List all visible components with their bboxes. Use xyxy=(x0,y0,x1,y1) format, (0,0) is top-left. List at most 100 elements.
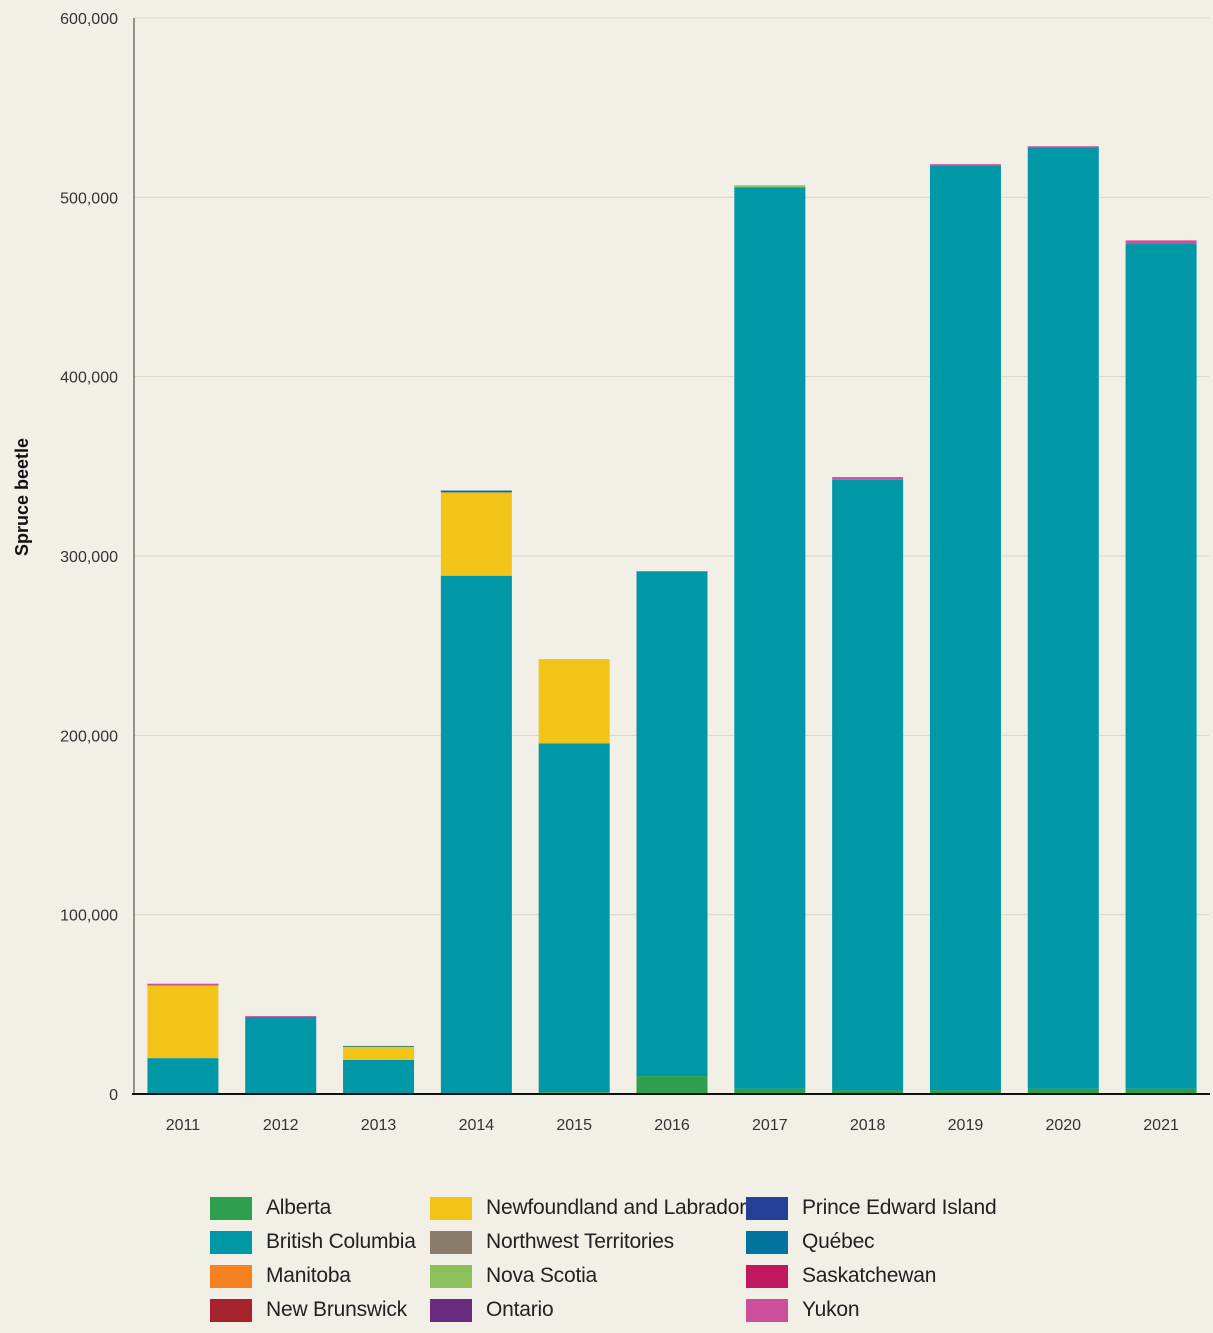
legend-swatch xyxy=(210,1264,252,1288)
bar-group-2012 xyxy=(245,1015,317,1094)
x-tick-labels: 2011 2012 2013 2014 2015 2016 2017 2018 2019 2020… xyxy=(166,1117,1179,1134)
x-tick-label: 2016 xyxy=(654,1117,690,1134)
legend-item-alberta: Alberta xyxy=(210,1196,430,1220)
x-tick-label: 2014 xyxy=(459,1117,495,1134)
legend-item-saskatchewan: Saskatchewan xyxy=(746,1264,1006,1288)
x-tick-label: 2013 xyxy=(361,1117,397,1134)
y-tick-labels: 0 100,000 200,000 300,000 400,000 500,000 600,… xyxy=(60,11,118,1104)
legend-label: Northwest Territories xyxy=(486,1230,674,1253)
bar-segment-2012-yukon xyxy=(245,1015,317,1017)
x-tick-label: 2020 xyxy=(1045,1117,1081,1134)
legend: Alberta Newfoundland and Labrador Prince E… xyxy=(210,1196,1030,1322)
x-tick-label: 2012 xyxy=(263,1117,299,1134)
bar-segment-2015-newfoundland-and-labrador xyxy=(538,659,610,744)
legend-label: New Brunswick xyxy=(266,1298,407,1321)
bar-segment-2017-nova-scotia xyxy=(734,185,806,188)
bars xyxy=(147,146,1197,1094)
bar-segment-2011-british-columbia xyxy=(147,1058,219,1094)
bar-segment-2018-alberta xyxy=(832,1090,904,1094)
bar-segment-2014-british-columbia xyxy=(440,575,512,1094)
y-tick-label: 300,000 xyxy=(60,549,118,566)
bar-segment-2017-british-columbia xyxy=(734,187,806,1089)
legend-item-prince-edward-island: Prince Edward Island xyxy=(746,1196,1006,1220)
legend-swatch xyxy=(430,1196,472,1220)
bar-segment-2019-british-columbia xyxy=(929,165,1001,1091)
y-tick-label: 400,000 xyxy=(60,370,118,387)
legend-label: Alberta xyxy=(266,1196,332,1219)
bar-segment-2021-yukon xyxy=(1125,240,1197,244)
x-tick-label: 2011 xyxy=(166,1117,201,1134)
legend-swatch xyxy=(210,1298,252,1322)
legend-swatch xyxy=(430,1264,472,1288)
y-axis-label: Spruce beetle xyxy=(12,438,32,556)
bar-segment-2014-prince-edward-island xyxy=(440,491,512,493)
axes xyxy=(132,18,1210,1095)
legend-swatch xyxy=(430,1298,472,1322)
bar-group-2014 xyxy=(440,490,512,1094)
bar-group-2018 xyxy=(832,477,904,1094)
x-tick-label: 2021 xyxy=(1143,1117,1179,1134)
legend-item-yukon: Yukon xyxy=(746,1298,1006,1322)
bar-segment-2019-alberta xyxy=(929,1090,1001,1094)
bar-segment-2021-alberta xyxy=(1125,1088,1197,1094)
legend-item-british-columbia: British Columbia xyxy=(210,1230,430,1254)
legend-item-ontario: Ontario xyxy=(430,1298,746,1322)
legend-label: British Columbia xyxy=(266,1230,416,1253)
bar-group-2016 xyxy=(636,571,708,1094)
bar-segment-2020-alberta xyxy=(1027,1088,1099,1094)
bar-segment-2011-yukon xyxy=(147,983,219,986)
bar-segment-2013-qu-bec xyxy=(343,1045,415,1047)
legend-item-newfoundland-and-labrador: Newfoundland and Labrador xyxy=(430,1196,746,1220)
bar-group-2013 xyxy=(343,1045,415,1094)
bar-segment-2014-newfoundland-and-labrador xyxy=(440,492,512,576)
x-tick-label: 2018 xyxy=(850,1117,886,1134)
bar-group-2020 xyxy=(1027,146,1099,1094)
legend-swatch xyxy=(430,1230,472,1254)
y-tick-label: 100,000 xyxy=(60,908,118,925)
legend-swatch xyxy=(746,1298,788,1322)
legend-item-new-brunswick: New Brunswick xyxy=(210,1298,430,1322)
bar-segment-2016-alberta xyxy=(636,1076,708,1094)
bar-segment-2013-british-columbia xyxy=(343,1059,415,1094)
bar-group-2021 xyxy=(1125,240,1197,1094)
legend-label: Manitoba xyxy=(266,1264,351,1287)
bar-segment-2015-british-columbia xyxy=(538,743,610,1093)
y-tick-label: 200,000 xyxy=(60,728,118,745)
y-tick-label: 500,000 xyxy=(60,190,118,207)
bar-segment-2020-yukon xyxy=(1027,146,1099,148)
legend-swatch xyxy=(746,1264,788,1288)
bar-segment-2020-british-columbia xyxy=(1027,147,1099,1089)
legend-swatch xyxy=(746,1196,788,1220)
bar-segment-2018-british-columbia xyxy=(832,479,904,1091)
bar-group-2015 xyxy=(538,659,610,1094)
bar-segment-2016-british-columbia xyxy=(636,571,708,1077)
legend-label: Nova Scotia xyxy=(486,1264,598,1287)
bar-group-2019 xyxy=(929,164,1001,1094)
legend-label: Saskatchewan xyxy=(802,1264,937,1287)
legend-swatch xyxy=(210,1196,252,1220)
bar-segment-2019-yukon xyxy=(929,164,1001,166)
bar-group-2011 xyxy=(147,983,219,1094)
legend-swatch xyxy=(210,1230,252,1254)
legend-swatch xyxy=(746,1230,788,1254)
legend-label: Québec xyxy=(802,1230,875,1253)
bar-segment-2011-newfoundland-and-labrador xyxy=(147,985,219,1059)
legend-item-qu-bec: Québec xyxy=(746,1230,1006,1254)
bar-segment-2014-qu-bec xyxy=(440,490,512,492)
x-tick-label: 2017 xyxy=(752,1117,788,1134)
bar-segment-2013-newfoundland-and-labrador xyxy=(343,1046,415,1060)
bar-segment-2012-british-columbia xyxy=(245,1016,317,1094)
bar-segment-2017-alberta xyxy=(734,1088,806,1094)
legend-item-manitoba: Manitoba xyxy=(210,1264,430,1288)
legend-label: Ontario xyxy=(486,1298,554,1321)
legend-label: Prince Edward Island xyxy=(802,1196,997,1219)
bar-group-2017 xyxy=(734,185,806,1094)
legend-label: Yukon xyxy=(802,1298,860,1321)
legend-item-northwest-territories: Northwest Territories xyxy=(430,1230,746,1254)
y-tick-label: 600,000 xyxy=(60,11,118,28)
x-tick-label: 2019 xyxy=(948,1117,984,1134)
legend-item-nova-scotia: Nova Scotia xyxy=(430,1264,746,1288)
bar-segment-2018-yukon xyxy=(832,477,904,480)
y-tick-label: 0 xyxy=(109,1087,118,1104)
